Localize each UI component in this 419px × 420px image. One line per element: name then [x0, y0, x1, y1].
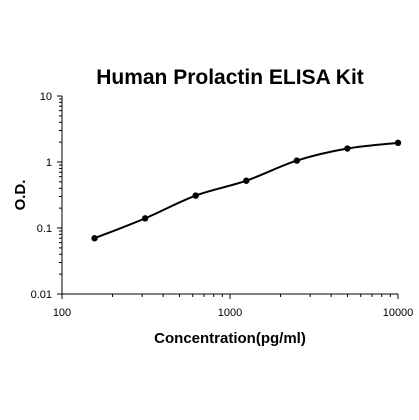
x-axis-ticks: 100 1000 10000	[53, 294, 413, 319]
x-tick-label: 10000	[383, 307, 414, 319]
y-tick-label: 10	[40, 91, 52, 103]
data-point	[344, 145, 351, 152]
axes	[61, 96, 398, 295]
data-point	[293, 157, 301, 164]
y-tick-label: 1	[46, 157, 52, 169]
y-tick-label: 0.1	[37, 223, 52, 235]
x-axis-label: Concentration(pg/ml)	[154, 330, 306, 347]
data-point	[192, 192, 199, 199]
data-point	[243, 177, 250, 184]
x-tick-label: 1000	[218, 307, 242, 319]
data-point	[91, 235, 98, 242]
chart-title: Human Prolactin ELISA Kit	[96, 66, 364, 89]
y-axis-label: O.D.	[12, 180, 29, 211]
plot-area	[91, 139, 402, 242]
fit-curve	[94, 141, 399, 240]
y-tick-label: 0.01	[31, 289, 52, 301]
data-point	[394, 139, 402, 147]
x-tick-label: 100	[53, 307, 71, 319]
data-point	[141, 215, 149, 222]
y-axis-ticks: 10 1 0.1 0.01	[31, 91, 62, 301]
